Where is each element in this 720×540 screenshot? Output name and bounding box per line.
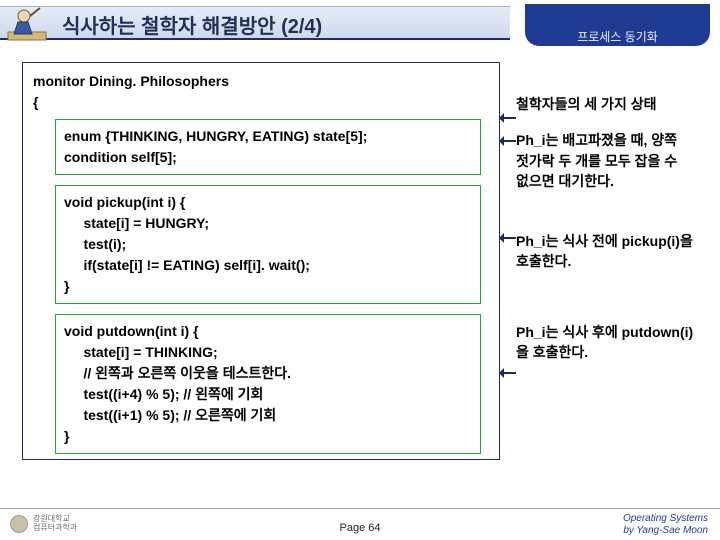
arrow-2 bbox=[500, 140, 516, 142]
arrow-3 bbox=[500, 237, 516, 239]
code-block-3: void putdown(int i) { state[i] = THINKIN… bbox=[55, 314, 481, 454]
arrow-4 bbox=[500, 372, 516, 374]
code-block-2: void pickup(int i) { state[i] = HUNGRY; … bbox=[55, 185, 481, 304]
credits-line-2: by Yang-Sae Moon bbox=[623, 525, 708, 537]
code-head: monitor Dining. Philosophers { bbox=[33, 71, 489, 113]
code-block-1: enum {THINKING, HUNGRY, EATING) state[5]… bbox=[55, 119, 481, 175]
note-4: Ph_i는 식사 후에 putdown(i)을 호출한다. bbox=[516, 322, 702, 363]
footer-credits: Operating Systems by Yang-Sae Moon bbox=[623, 513, 708, 537]
slide: 식사하는 철학자 해결방안 (2/4) 프로세스 동기화 monitor Din… bbox=[0, 0, 720, 540]
slide-title: 식사하는 철학자 해결방안 (2/4) bbox=[62, 10, 322, 39]
chapter-label: 프로세스 동기화 bbox=[525, 28, 710, 45]
note-1: 철학자들의 세 가지 상태 bbox=[516, 94, 702, 114]
credits-line-1: Operating Systems bbox=[623, 513, 708, 525]
notes-column: 철학자들의 세 가지 상태 Ph_i는 배고파졌을 때, 양쪽 젓가락 두 개를… bbox=[516, 62, 702, 378]
chapter-tab: 프로세스 동기화 bbox=[525, 4, 710, 50]
note-3: Ph_i는 식사 전에 pickup(i)을 호출한다. bbox=[516, 231, 702, 272]
note-2: Ph_i는 배고파졌을 때, 양쪽 젓가락 두 개를 모두 잡을 수 없으면 대… bbox=[516, 130, 702, 191]
page-number: Page 64 bbox=[0, 522, 720, 534]
content: monitor Dining. Philosophers { enum {THI… bbox=[22, 62, 702, 482]
footer: 강원대학교 컴퓨터과학과 Page 64 Operating Systems b… bbox=[0, 508, 720, 540]
code-box: monitor Dining. Philosophers { enum {THI… bbox=[22, 62, 500, 460]
arrow-1 bbox=[500, 117, 516, 119]
titlebar: 식사하는 철학자 해결방안 (2/4) bbox=[0, 6, 510, 46]
writing-person-icon bbox=[6, 4, 48, 44]
